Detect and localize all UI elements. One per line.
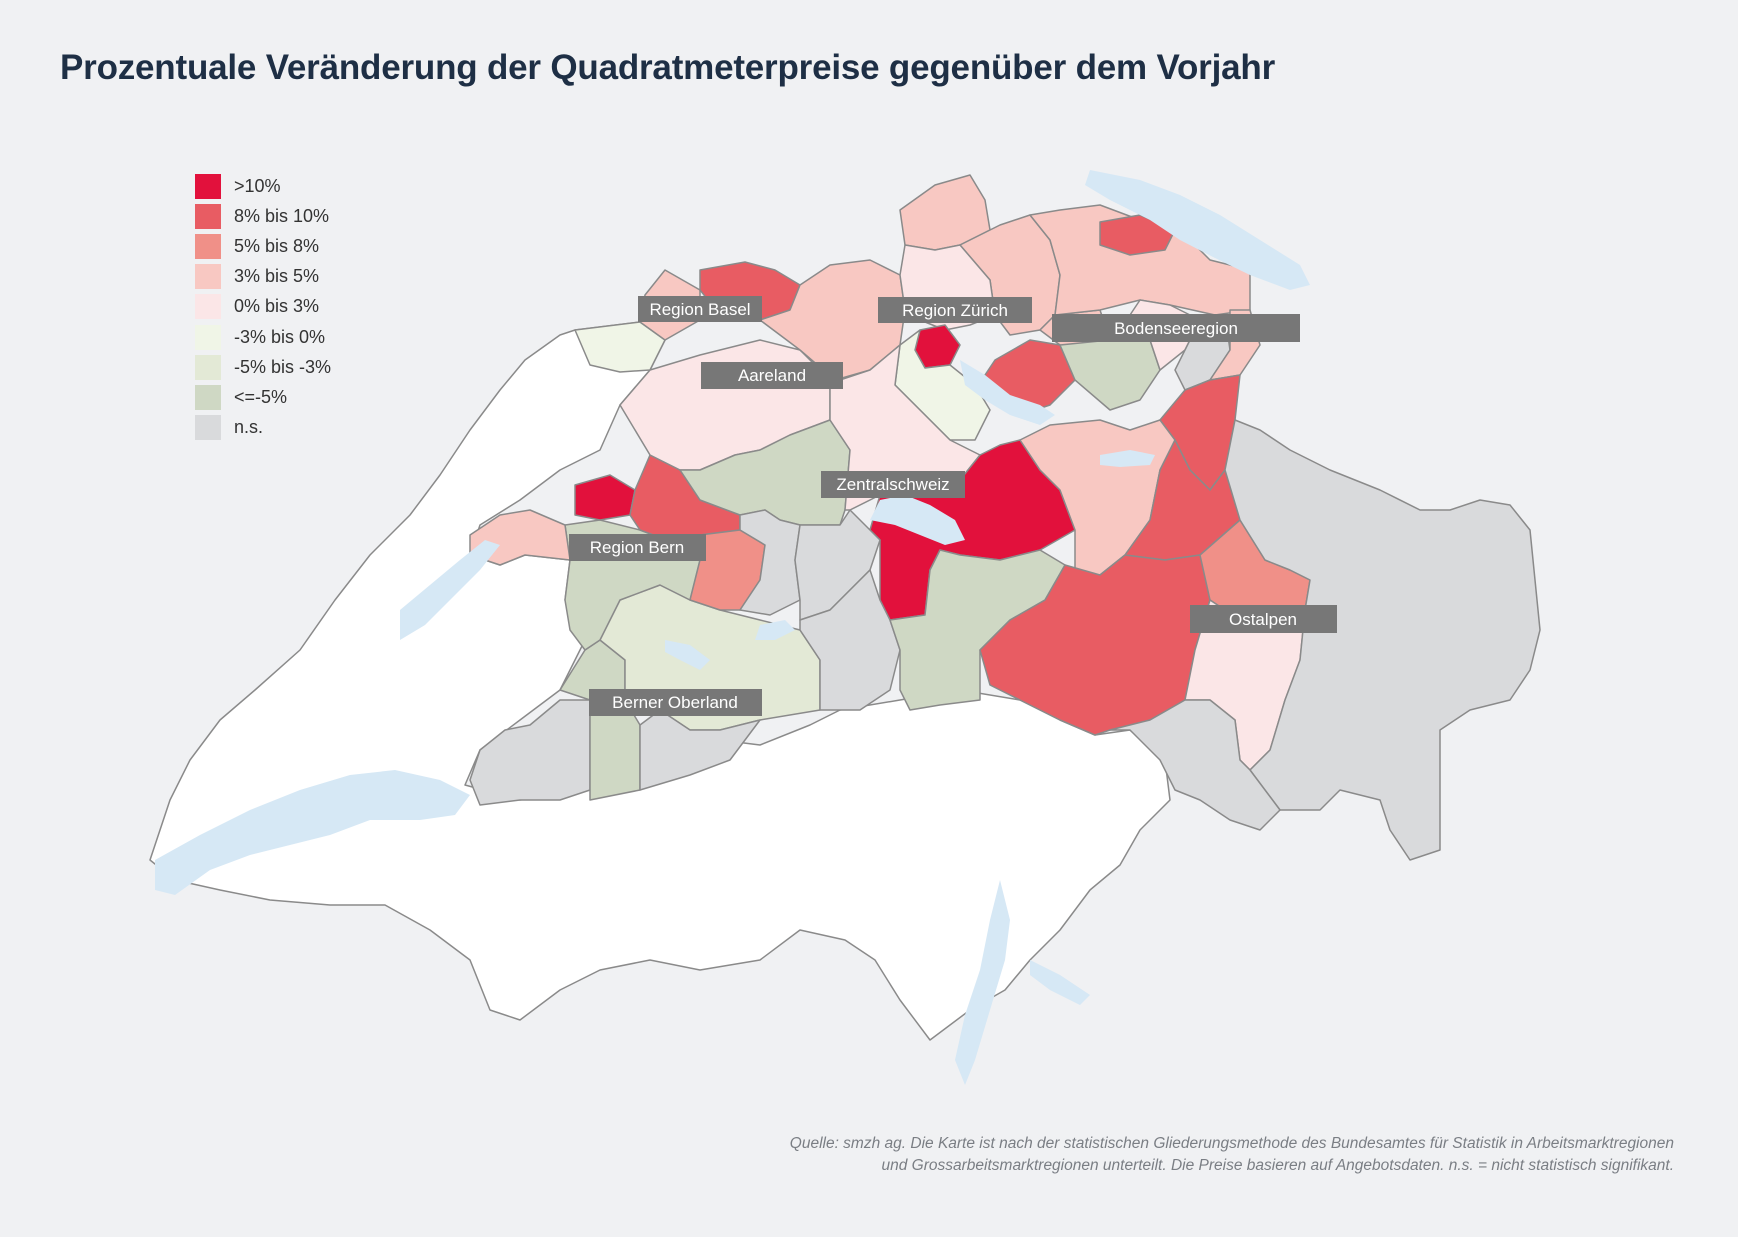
- legend-label: >10%: [234, 175, 281, 196]
- region-label-ostalpen: Ostalpen: [1190, 605, 1337, 633]
- legend-label: 5% bis 8%: [234, 235, 320, 256]
- legend-item: <=-5%: [195, 382, 331, 412]
- legend-swatch: [195, 233, 221, 259]
- legend-label: <=-5%: [234, 386, 288, 407]
- region-entlebuch: [739, 509, 801, 616]
- region-label-text: Region Bern: [590, 538, 685, 557]
- region-label-bern: Region Bern: [569, 534, 706, 561]
- region-label-text: Zentralschweiz: [836, 475, 949, 494]
- lake-maggiore: [955, 880, 1010, 1085]
- region-label-basel: Region Basel: [638, 296, 762, 322]
- lakes: [155, 170, 1310, 1085]
- region-label-aareland: Aareland: [701, 362, 843, 389]
- legend-item: -5% bis -3%: [195, 352, 331, 382]
- map-regions: [149, 174, 1541, 1041]
- legend-label: -3% bis 0%: [234, 326, 326, 347]
- lake-geneva: [155, 770, 470, 895]
- lake-lucerne: [870, 495, 965, 545]
- legend-swatch: [195, 264, 221, 290]
- region-label-text: Region Zürich: [902, 301, 1008, 320]
- region-label-zuerich: Region Zürich: [878, 297, 1032, 323]
- legend-label: 0% bis 3%: [234, 296, 320, 317]
- legend-swatch: [195, 173, 221, 199]
- source-line-1: Quelle: smzh ag. Die Karte ist nach der …: [789, 1135, 1674, 1152]
- legend-item: 0% bis 3%: [195, 292, 331, 322]
- legend-item: 5% bis 8%: [195, 231, 331, 261]
- legend-item: n.s.: [195, 413, 331, 443]
- legend-item: -3% bis 0%: [195, 322, 331, 352]
- lake-bodensee: [1085, 170, 1310, 290]
- region-solothurn-red: [574, 474, 636, 521]
- lake-lugano: [1030, 960, 1090, 1005]
- legend-item: >10%: [195, 171, 331, 201]
- legend-label: -5% bis -3%: [234, 356, 332, 377]
- region-label-text: Region Basel: [649, 300, 750, 319]
- map-title: Prozentuale Veränderung der Quadratmeter…: [60, 48, 1275, 87]
- lake-walensee: [1100, 450, 1155, 467]
- legend-label: n.s.: [234, 417, 264, 438]
- lake-zurich: [960, 360, 1055, 425]
- legend-item: 3% bis 5%: [195, 262, 331, 292]
- legend-label: 8% bis 10%: [234, 205, 330, 226]
- region-label-zentralschweiz: Zentralschweiz: [821, 471, 965, 498]
- legend-item: 8% bis 10%: [195, 201, 331, 231]
- legend: >10% 8% bis 10% 5% bis 8% 3% bis 5% 0% b…: [195, 171, 331, 443]
- lake-thun: [665, 640, 710, 670]
- region-engadin: [1224, 419, 1541, 861]
- region-label-text: Berner Oberland: [612, 693, 738, 712]
- legend-swatch: [195, 203, 221, 229]
- legend-swatch: [195, 415, 221, 441]
- legend-swatch: [195, 324, 221, 350]
- source-note: Quelle: smzh ag. Die Karte ist nach der …: [790, 1133, 1674, 1177]
- region-label-text: Aareland: [738, 366, 806, 385]
- lake-neuchatel: [400, 540, 500, 640]
- region-label-text: Ostalpen: [1229, 610, 1297, 629]
- lake-brienz: [755, 620, 795, 640]
- region-labels: Region Basel Region Zürich Bodenseeregio…: [569, 296, 1337, 716]
- region-label-text: Bodenseeregion: [1114, 319, 1238, 338]
- region-label-bodensee: Bodenseeregion: [1052, 314, 1300, 342]
- legend-swatch: [195, 354, 221, 380]
- source-line-2: und Grossarbeitsmarktregionen unterteilt…: [881, 1157, 1675, 1174]
- legend-label: 3% bis 5%: [234, 266, 320, 287]
- legend-swatch: [195, 294, 221, 320]
- region-label-berner-oberland: Berner Oberland: [589, 689, 762, 716]
- region-moesano: [1109, 699, 1281, 831]
- legend-swatch: [195, 384, 221, 410]
- region-oberwallis: [639, 709, 761, 791]
